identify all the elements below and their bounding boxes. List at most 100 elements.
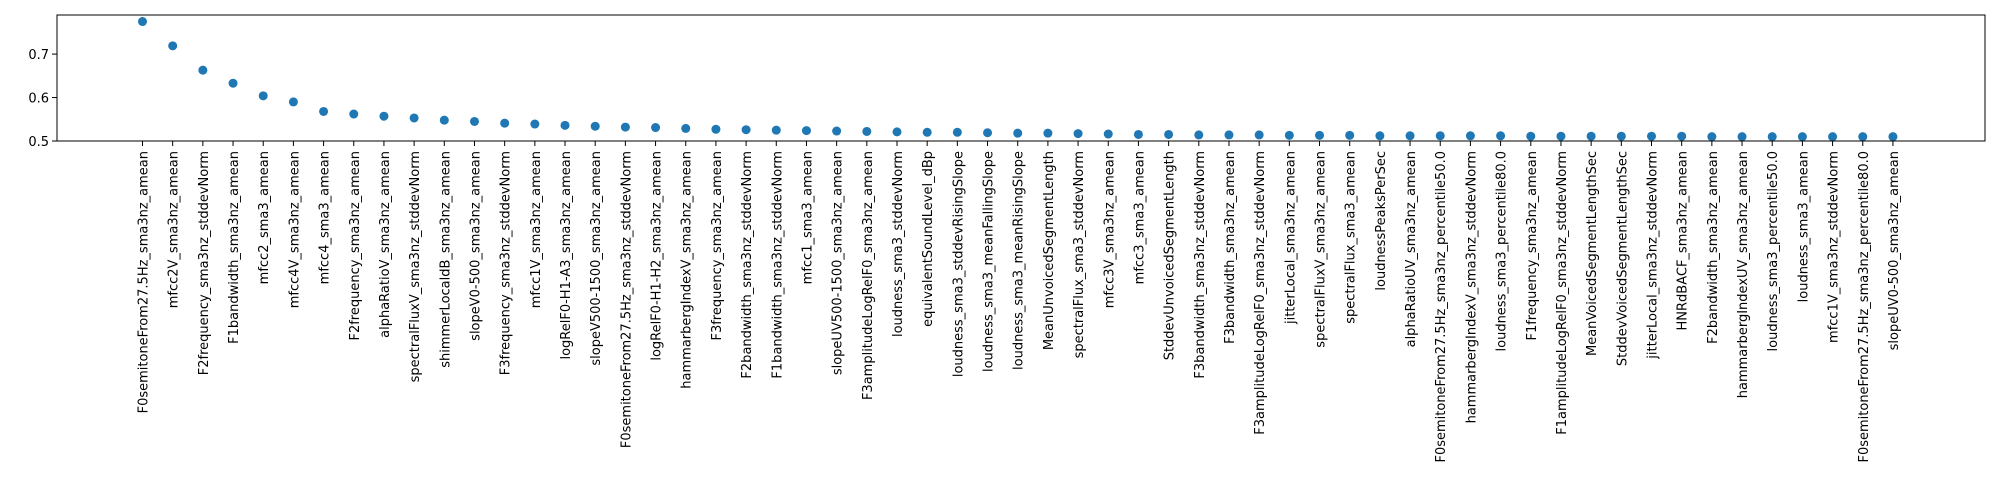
x-tick-label: StddevVoicedSegmentLengthSec — [1615, 151, 1630, 366]
x-tick-label: mfcc3_sma3_amean — [1132, 151, 1147, 284]
x-tick-label: alphaRatioUV_sma3nz_amean — [1404, 151, 1419, 347]
data-point — [711, 124, 721, 134]
data-points — [138, 17, 1898, 142]
x-tick-label: StddevUnvoicedSegmentLength — [1163, 151, 1178, 360]
x-tick-label: slopeUV500-1500_sma3nz_amean — [831, 151, 846, 375]
data-point — [379, 111, 389, 121]
data-point — [1888, 132, 1898, 142]
x-tick-label: mfcc2V_sma3nz_amean — [167, 151, 182, 308]
data-point — [1073, 129, 1083, 139]
x-tick-label: hammarbergIndexV_sma3nz_amean — [680, 151, 695, 389]
x-tick-label: logRelF0-H1-H2_sma3nz_amean — [650, 151, 665, 361]
y-tick-label: 0.7 — [28, 48, 49, 63]
data-point — [1405, 131, 1415, 141]
x-tick-label: loudness_sma3_percentile50.0 — [1766, 151, 1781, 351]
data-point — [590, 121, 600, 131]
plot-frame — [56, 14, 1986, 142]
data-point — [681, 123, 691, 133]
x-tick-label: slopeV0-500_sma3nz_amean — [468, 151, 483, 341]
x-tick-label: slopeUV0-500_sma3nz_amean — [1887, 151, 1902, 350]
data-point — [1254, 130, 1264, 140]
data-point — [288, 97, 298, 107]
data-point — [1345, 130, 1355, 140]
x-tick-label: loudnessPeaksPerSec — [1374, 151, 1389, 291]
x-tick-label: F0semitoneFrom27.5Hz_sma3nz_percentile80… — [1857, 151, 1872, 463]
data-point — [1194, 130, 1204, 140]
data-point — [198, 65, 208, 75]
data-point — [560, 120, 570, 130]
x-tick-label: equivalentSoundLevel_dBp — [921, 151, 936, 327]
x-tick-label: jitterLocal_sma3nz_amean — [1283, 151, 1298, 325]
y-tick-label: 0.6 — [28, 92, 49, 107]
x-tick-label: spectralFluxV_sma3nz_amean — [1314, 151, 1329, 348]
x-tick-label: F1frequency_sma3nz_amean — [1525, 151, 1540, 341]
data-point — [1828, 132, 1838, 142]
data-point — [349, 109, 359, 119]
data-point — [1526, 131, 1536, 141]
x-tick-label: spectralFlux_sma3_amean — [1344, 151, 1359, 324]
y-axis: 0.5 0.6 0.7 — [28, 48, 57, 150]
x-tick-label: loudness_sma3_meanRisingSlope — [1012, 151, 1027, 370]
data-point — [1013, 128, 1023, 138]
x-tick-label: F1bandwidth_sma3nz_stddevNorm — [770, 151, 785, 379]
x-tick-label: F3bandwidth_sma3nz_amean — [1223, 151, 1238, 344]
data-point — [1556, 131, 1566, 141]
x-tick-label: F3bandwidth_sma3nz_stddevNorm — [1193, 151, 1208, 379]
data-point — [228, 78, 238, 88]
x-tick-label: F2bandwidth_sma3nz_amean — [1706, 151, 1721, 344]
data-point — [1647, 131, 1656, 141]
data-point — [1496, 131, 1506, 141]
data-point — [801, 126, 811, 136]
data-point — [1043, 128, 1053, 138]
data-point — [469, 116, 479, 126]
x-tick-label: hammarbergIndexV_sma3nz_stddevNorm — [1464, 151, 1479, 423]
x-axis: F0semitoneFrom27.5Hz_sma3nz_amean mfcc2V_… — [137, 141, 1902, 463]
y-tick-label: 0.5 — [28, 135, 49, 150]
x-tick-label: MeanVoicedSegmentLengthSec — [1585, 151, 1600, 356]
x-tick-label: F1bandwidth_sma3nz_amean — [227, 151, 242, 344]
x-tick-label: spectralFlux_sma3_stddevNorm — [1072, 151, 1087, 358]
data-point — [1858, 132, 1868, 142]
x-tick-label: alphaRatioV_sma3nz_amean — [378, 151, 393, 338]
x-tick-label: mfcc2_sma3_amean — [257, 151, 272, 284]
x-tick-label: MeanUnvoicedSegmentLength — [1042, 151, 1057, 350]
x-tick-label: F3frequency_sma3nz_amean — [710, 151, 725, 341]
data-point — [1707, 132, 1717, 142]
x-tick-label: F3amplitudeLogRelF0_sma3nz_stddevNorm — [1253, 151, 1268, 435]
data-point — [258, 91, 268, 101]
data-point — [1103, 129, 1113, 139]
data-point — [1315, 130, 1325, 140]
data-point — [832, 126, 842, 136]
x-tick-label: mfcc3V_sma3nz_amean — [1102, 151, 1117, 308]
x-tick-label: logRelF0-H1-A3_sma3nz_amean — [559, 151, 574, 360]
data-point — [771, 125, 781, 135]
x-tick-label: F1amplitudeLogRelF0_sma3nz_stddevNorm — [1555, 151, 1570, 435]
x-tick-label: mfcc1V_sma3nz_amean — [529, 151, 544, 308]
data-point — [1284, 130, 1294, 140]
data-point — [530, 119, 540, 129]
data-point — [500, 118, 510, 128]
x-tick-label: F2bandwidth_sma3nz_stddevNorm — [740, 151, 755, 379]
data-point — [319, 106, 329, 116]
data-point — [138, 17, 147, 27]
data-point — [983, 128, 993, 138]
data-point — [409, 113, 419, 123]
data-point — [922, 127, 932, 137]
data-point — [439, 115, 449, 125]
x-tick-label: hammarbergIndexUV_sma3nz_amean — [1736, 151, 1751, 398]
x-tick-label: loudness_sma3_stddevNorm — [891, 151, 906, 337]
x-tick-label: F3amplitudeLogRelF0_sma3nz_amean — [861, 151, 876, 400]
data-point — [862, 126, 872, 136]
data-point — [892, 127, 902, 137]
data-point — [1737, 132, 1747, 142]
x-tick-label: mfcc4_sma3_amean — [318, 151, 333, 284]
data-point — [1677, 131, 1687, 141]
x-tick-label: F0semitoneFrom27.5Hz_sma3nz_stddevNorm — [619, 151, 634, 448]
x-tick-label: F0semitoneFrom27.5Hz_sma3nz_percentile50… — [1434, 151, 1449, 463]
data-point — [620, 122, 630, 132]
data-point — [1616, 131, 1626, 141]
data-point — [168, 41, 178, 51]
x-tick-label: jitterLocal_sma3nz_stddevNorm — [1646, 151, 1661, 360]
